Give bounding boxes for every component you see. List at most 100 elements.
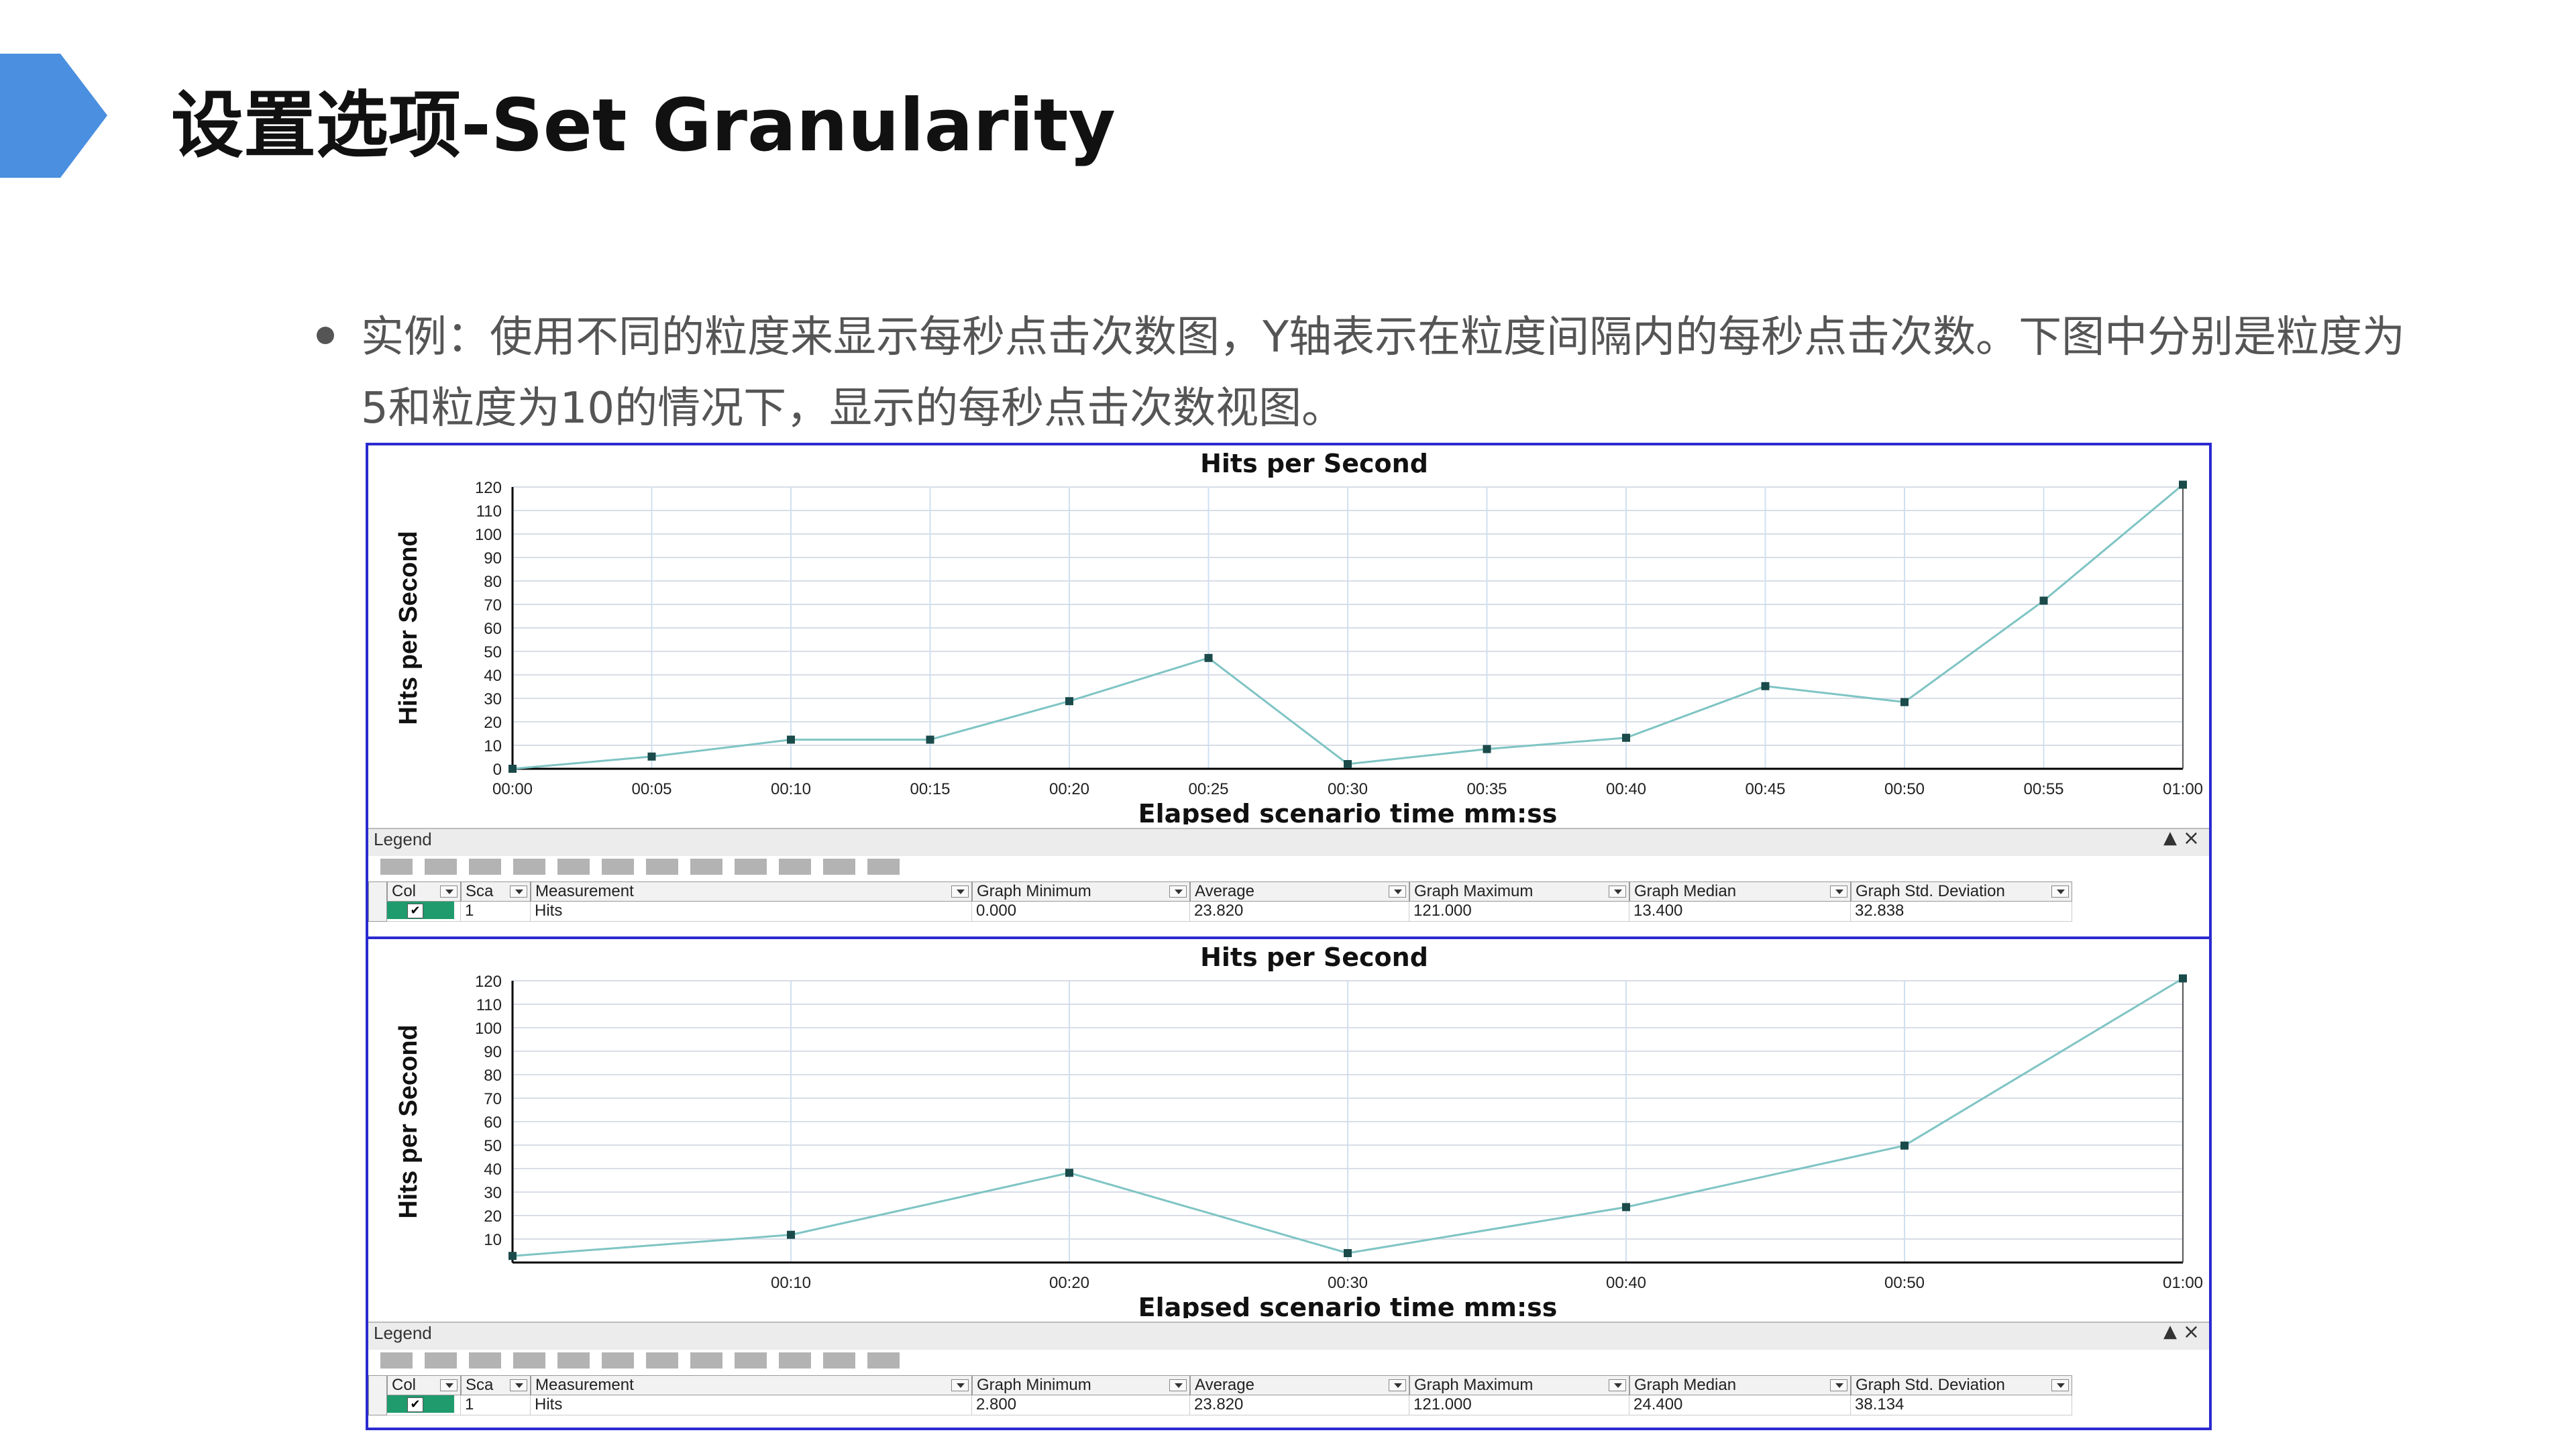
x-tick-label: 00:50 xyxy=(1884,780,1925,798)
dropdown-arrow-icon[interactable] xyxy=(2051,885,2069,898)
toolbar-icon[interactable] xyxy=(469,859,501,875)
x-axis-label: Elapsed scenario time mm:ss xyxy=(1138,1293,1558,1318)
legend-col-header[interactable]: Graph Maximum xyxy=(1409,881,1629,902)
legend-col-header[interactable]: Graph Median xyxy=(1629,1375,1851,1395)
dropdown-arrow-icon[interactable] xyxy=(1609,885,1626,898)
toolbar-icon[interactable] xyxy=(646,859,678,875)
toolbar-icon[interactable] xyxy=(690,1352,722,1368)
dropdown-arrow-icon[interactable] xyxy=(951,1379,969,1391)
title-arrow-icon xyxy=(0,54,107,178)
legend-col-header[interactable]: Sca xyxy=(461,881,531,902)
toolbar-icon[interactable] xyxy=(469,1352,501,1368)
legend-col-header[interactable]: Measurement xyxy=(531,881,972,902)
y-tick-label: 40 xyxy=(484,1161,502,1179)
data-point xyxy=(647,752,656,761)
legend-title: Legend xyxy=(374,1323,432,1343)
toolbar-icon[interactable] xyxy=(380,1352,413,1368)
toolbar-icon[interactable] xyxy=(602,1352,634,1368)
pin-icon[interactable]: ▲ xyxy=(2163,828,2177,848)
hits-per-second-chart-10: Hits per Second 10 20 30 40 50 60 70 80 90 100 110 1… xyxy=(394,943,2203,1318)
legend-col-header[interactable]: Graph Minimum xyxy=(972,1375,1190,1395)
legend-header: Legend ▲ × xyxy=(368,1320,2209,1350)
toolbar-icon[interactable] xyxy=(425,859,457,875)
legend-toolbar xyxy=(380,1352,900,1368)
dropdown-arrow-icon[interactable] xyxy=(440,1379,458,1391)
toolbar-icon[interactable] xyxy=(557,859,590,875)
series-visible-checkbox[interactable]: ✔ xyxy=(387,902,454,919)
toolbar-icon[interactable] xyxy=(557,1352,590,1368)
x-tick-label: 00:40 xyxy=(1606,780,1646,798)
chart-panel-granularity-5: Hits per Second 0 10 20 30 40 50 60 70 80 90 100 110… xyxy=(366,443,2212,939)
toolbar-icon[interactable] xyxy=(380,859,413,875)
toolbar-icon[interactable] xyxy=(513,859,545,875)
y-tick-label: 90 xyxy=(484,549,502,568)
dropdown-arrow-icon[interactable] xyxy=(1830,885,1847,898)
toolbar-icon[interactable] xyxy=(735,1352,767,1368)
y-tick-label: 100 xyxy=(475,1020,502,1038)
legend-col-header[interactable]: Graph Std. Deviation xyxy=(1851,1375,2072,1395)
toolbar-icon[interactable] xyxy=(513,1352,545,1368)
dropdown-arrow-icon[interactable] xyxy=(2051,1379,2069,1391)
y-tick-label: 60 xyxy=(484,620,502,638)
toolbar-icon[interactable] xyxy=(735,859,767,875)
toolbar-icon[interactable] xyxy=(823,1352,855,1368)
data-point xyxy=(1900,698,1909,706)
legend-col-header[interactable]: Graph Minimum xyxy=(972,881,1190,902)
x-tick-label: 00:45 xyxy=(1745,780,1785,798)
toolbar-icon[interactable] xyxy=(690,859,722,875)
toolbar-icon[interactable] xyxy=(425,1352,457,1368)
dropdown-arrow-icon[interactable] xyxy=(1389,885,1406,898)
toolbar-icon[interactable] xyxy=(779,859,811,875)
bullet-text: 实例：使用不同的粒度来显示每秒点击次数图，Y轴表示在粒度间隔内的每秒点击次数。下… xyxy=(361,313,2406,433)
dropdown-arrow-icon[interactable] xyxy=(951,885,969,898)
y-tick-label: 100 xyxy=(475,526,502,544)
y-axis-label: Hits per Second xyxy=(394,1024,423,1218)
x-tick-label: 00:30 xyxy=(1328,1274,1368,1292)
chart-title: Hits per Second xyxy=(1200,449,1428,478)
y-tick-label: 90 xyxy=(484,1043,502,1061)
dropdown-arrow-icon[interactable] xyxy=(1169,885,1187,898)
toolbar-icon[interactable] xyxy=(646,1352,678,1368)
x-tick-label: 00:00 xyxy=(492,780,533,798)
data-point xyxy=(1344,1249,1352,1257)
dropdown-arrow-icon[interactable] xyxy=(510,1379,527,1391)
row-grip xyxy=(368,1375,387,1415)
dropdown-arrow-icon[interactable] xyxy=(1609,1379,1626,1391)
legend-col-header[interactable]: Sca xyxy=(461,1375,531,1395)
legend-cell: 0.000 xyxy=(972,902,1190,922)
toolbar-icon[interactable] xyxy=(867,1352,900,1368)
legend-cell: 32.838 xyxy=(1851,902,2072,922)
series-visible-checkbox[interactable]: ✔ xyxy=(387,1395,454,1413)
y-tick-label: 20 xyxy=(484,1208,502,1226)
toolbar-icon[interactable] xyxy=(867,859,900,875)
legend-col-header[interactable]: Graph Std. Deviation xyxy=(1851,881,2072,902)
legend-col-header[interactable]: Graph Median xyxy=(1629,881,1851,902)
dropdown-arrow-icon[interactable] xyxy=(440,885,458,898)
dropdown-arrow-icon[interactable] xyxy=(1169,1379,1187,1391)
y-tick-label: 0 xyxy=(493,761,502,779)
data-point xyxy=(1483,745,1491,753)
legend-col-header[interactable]: Col xyxy=(387,1375,461,1395)
dropdown-arrow-icon[interactable] xyxy=(510,885,527,898)
dropdown-arrow-icon[interactable] xyxy=(1389,1379,1406,1391)
toolbar-icon[interactable] xyxy=(779,1352,811,1368)
close-icon[interactable]: × xyxy=(2182,826,2200,850)
legend-cell: 24.400 xyxy=(1629,1395,1851,1415)
x-tick-label: 00:35 xyxy=(1466,780,1507,798)
legend-col-header[interactable]: Graph Maximum xyxy=(1409,1375,1629,1395)
dropdown-arrow-icon[interactable] xyxy=(1830,1379,1847,1391)
y-tick-label: 50 xyxy=(484,1137,502,1155)
legend-col-header[interactable]: Average xyxy=(1190,881,1409,902)
legend-col-header[interactable]: Average xyxy=(1190,1375,1409,1395)
pin-icon[interactable]: ▲ xyxy=(2163,1322,2177,1342)
legend-header: Legend ▲ × xyxy=(368,826,2209,856)
toolbar-icon[interactable] xyxy=(602,859,634,875)
close-icon[interactable]: × xyxy=(2182,1320,2200,1344)
data-point xyxy=(926,735,934,744)
legend-col-header[interactable]: Col xyxy=(387,881,461,902)
data-point xyxy=(1204,653,1213,662)
check-icon: ✔ xyxy=(407,904,423,918)
toolbar-icon[interactable] xyxy=(823,859,855,875)
y-tick-label: 30 xyxy=(484,690,502,708)
legend-col-header[interactable]: Measurement xyxy=(531,1375,972,1395)
